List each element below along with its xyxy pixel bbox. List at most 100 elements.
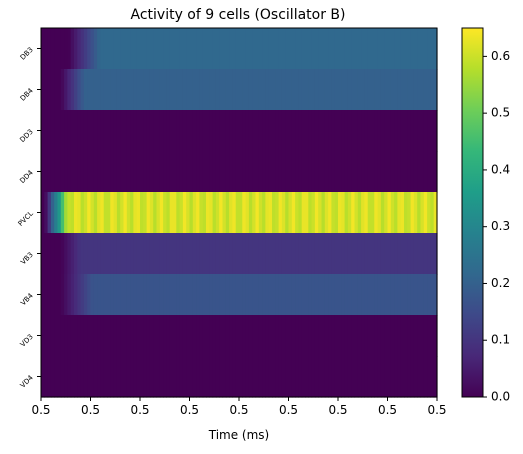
heatmap-cell [60,69,65,111]
heatmap-cell [258,356,263,398]
heatmap-cell [281,356,286,398]
heatmap-cell [268,110,273,152]
heatmap-cell [397,192,402,234]
heatmap-cell [390,274,395,316]
heatmap-cell [169,28,174,70]
heatmap-cell [308,110,313,152]
heatmap-cell [64,151,68,193]
heatmap-cell [176,274,181,316]
heatmap-cell [209,192,214,234]
heatmap-cell [60,192,65,234]
heatmap-cell [341,315,346,357]
heatmap-cell [107,274,111,316]
heatmap-cell [179,69,184,111]
heatmap-cell [232,151,237,193]
heatmap-cell [80,69,85,111]
heatmap-cell [377,233,382,275]
heatmap-cell [107,315,111,357]
heatmap-cell [314,233,319,275]
heatmap-cell [50,233,55,275]
heatmap-cell [202,233,207,275]
heatmap-cell [74,69,78,111]
heatmap-cell [420,28,425,70]
heatmap-cell [272,356,276,398]
heatmap-cell [288,151,293,193]
heatmap-cell [47,315,52,357]
x-tick-label: 0.5 [180,403,199,417]
heatmap-cell [123,356,128,398]
heatmap-cell [113,69,118,111]
heatmap-cell [176,233,181,275]
heatmap-cell [182,192,187,234]
heatmap-cell [110,151,115,193]
heatmap-cell [281,315,286,357]
heatmap-cell [314,315,319,357]
heatmap-cell [281,110,286,152]
heatmap-cell [394,315,398,357]
heatmap-cell [189,274,194,316]
heatmap-cell [182,274,187,316]
heatmap-cell [252,274,257,316]
x-tick-label: 0.5 [81,403,100,417]
heatmap-cell [380,151,385,193]
heatmap-cell [305,233,309,275]
heatmap-cell [219,69,224,111]
x-tick-label: 0.5 [279,403,298,417]
heatmap-cell [103,151,108,193]
x-tick-label: 0.5 [328,403,347,417]
heatmap-cell [357,192,362,234]
heatmap-cell [215,69,220,111]
heatmap-cell [328,151,332,193]
heatmap-cell [305,110,309,152]
heatmap-cell [166,356,171,398]
heatmap-cell [242,356,247,398]
heatmap-cell [60,151,65,193]
heatmap-cell [298,110,303,152]
heatmap-cell [341,28,346,70]
heatmap-cell [364,192,369,234]
heatmap-cell [110,233,115,275]
heatmap-cell [338,356,342,398]
heatmap-cell [390,192,395,234]
heatmap-cell [232,233,237,275]
heatmap-cell [324,69,329,111]
heatmap-cell [248,356,253,398]
heatmap-cell [334,110,339,152]
heatmap-cell [97,110,101,152]
heatmap-cell [410,274,415,316]
heatmap-cell [361,110,365,152]
heatmap-cell [176,356,181,398]
heatmap-cell [252,110,257,152]
heatmap-cell [301,69,306,111]
heatmap-cell [130,28,134,70]
heatmap-cell [361,274,365,316]
heatmap-cell [387,192,392,234]
heatmap-cell [407,356,412,398]
heatmap-cell [83,315,88,357]
heatmap-cell [344,233,349,275]
heatmap-cell [100,274,105,316]
heatmap-cell [380,110,385,152]
heatmap-cell [83,192,88,234]
heatmap-cell [252,233,257,275]
heatmap-cell [97,69,101,111]
heatmap-cell [146,69,151,111]
heatmap-cell [222,315,227,357]
heatmap-cell [275,274,280,316]
heatmap-cell [166,233,171,275]
heatmap-cell [364,315,369,357]
heatmap-cell [334,69,339,111]
heatmap-cell [255,356,260,398]
heatmap-cell [413,233,418,275]
heatmap-cell [202,315,207,357]
heatmap-cell [272,69,276,111]
heatmap-cell [146,356,151,398]
heatmap-cell [242,28,247,70]
heatmap-cell [209,69,214,111]
heatmap-cell [103,274,108,316]
heatmap-cell [97,356,101,398]
heatmap-cell [143,192,148,234]
heatmap-cell [324,151,329,193]
heatmap-cell [404,274,408,316]
heatmap-cell [47,151,52,193]
